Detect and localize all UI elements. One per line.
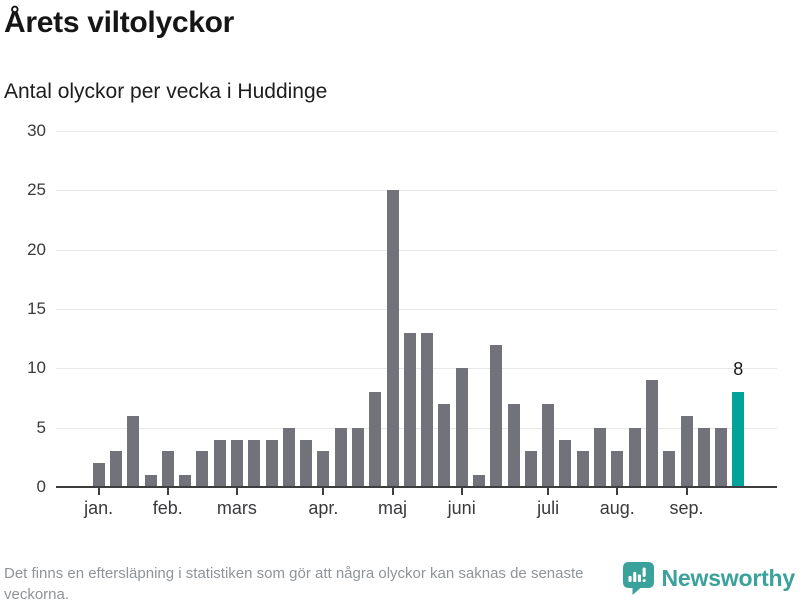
gridline	[56, 130, 777, 132]
x-axis-line	[56, 486, 777, 488]
chart-subtitle: Antal olyckor per vecka i Huddinge	[4, 80, 328, 103]
bar	[127, 415, 140, 487]
bar	[473, 475, 485, 487]
bar	[109, 451, 122, 487]
bar	[230, 439, 243, 487]
bar	[559, 439, 572, 487]
bar	[403, 332, 416, 487]
bar	[179, 475, 191, 487]
x-tick	[685, 488, 688, 495]
bar	[421, 332, 434, 487]
bar	[455, 368, 468, 487]
x-tick-label: apr.	[308, 498, 339, 518]
y-tick-label: 30	[27, 120, 46, 140]
bar	[282, 427, 295, 487]
x-tick	[166, 488, 169, 495]
gridline	[56, 427, 777, 429]
bar	[265, 439, 278, 487]
bar	[594, 427, 606, 487]
bar-value-label: 8	[733, 359, 744, 379]
newsworthy-badge-icon	[622, 562, 654, 595]
x-tick	[547, 488, 550, 495]
bar	[663, 451, 676, 487]
gridline	[56, 190, 777, 192]
bar	[351, 427, 364, 487]
bar	[697, 427, 710, 487]
bar	[161, 451, 174, 487]
gridline	[56, 309, 777, 310]
y-tick-label: 25	[27, 180, 46, 200]
y-tick-label: 20	[27, 239, 46, 259]
bar	[317, 451, 330, 487]
x-tick	[460, 488, 463, 495]
bar	[576, 451, 589, 487]
x-tick	[616, 488, 619, 495]
bar	[715, 427, 727, 487]
x-tick	[235, 488, 238, 495]
newsworthy-logo: Newsworthy	[622, 562, 796, 595]
bar	[438, 403, 451, 487]
newsworthy-wordmark: Newsworthy	[661, 565, 796, 591]
bar	[542, 403, 555, 487]
bar	[628, 427, 641, 487]
y-tick-label: 10	[27, 358, 46, 378]
x-tick-label: juli	[537, 498, 560, 518]
bar	[645, 380, 658, 487]
bar	[680, 415, 693, 487]
bar	[611, 451, 624, 487]
x-tick-label: aug.	[599, 498, 635, 518]
gridline	[56, 249, 777, 251]
footnote: Det finns en eftersläpning i statistiken…	[4, 565, 584, 600]
bar	[386, 190, 399, 488]
gridline	[56, 368, 777, 370]
x-tick-label: sep.	[669, 498, 704, 518]
highlight-bar	[732, 392, 745, 487]
bar	[92, 463, 105, 487]
x-tick	[391, 488, 394, 495]
x-tick-label: mars	[216, 498, 257, 518]
x-tick	[322, 488, 325, 495]
y-tick-label: 5	[36, 417, 46, 437]
bar	[300, 439, 313, 487]
bar	[369, 392, 382, 487]
bar	[524, 451, 537, 487]
x-tick	[97, 488, 100, 495]
bar	[507, 403, 520, 487]
y-tick-label: 0	[36, 477, 46, 496]
bar	[196, 451, 209, 487]
bar	[334, 427, 347, 487]
x-tick-label: feb.	[152, 498, 183, 518]
y-tick-label: 15	[27, 299, 46, 318]
bar	[490, 344, 503, 487]
chart-title: Årets viltolyckor	[4, 6, 234, 39]
bar	[213, 439, 226, 487]
x-tick-label: jan.	[84, 498, 114, 518]
bar	[248, 439, 261, 487]
x-tick-label: juni	[447, 498, 476, 518]
x-tick-label: maj	[377, 498, 407, 518]
bar	[144, 475, 157, 487]
